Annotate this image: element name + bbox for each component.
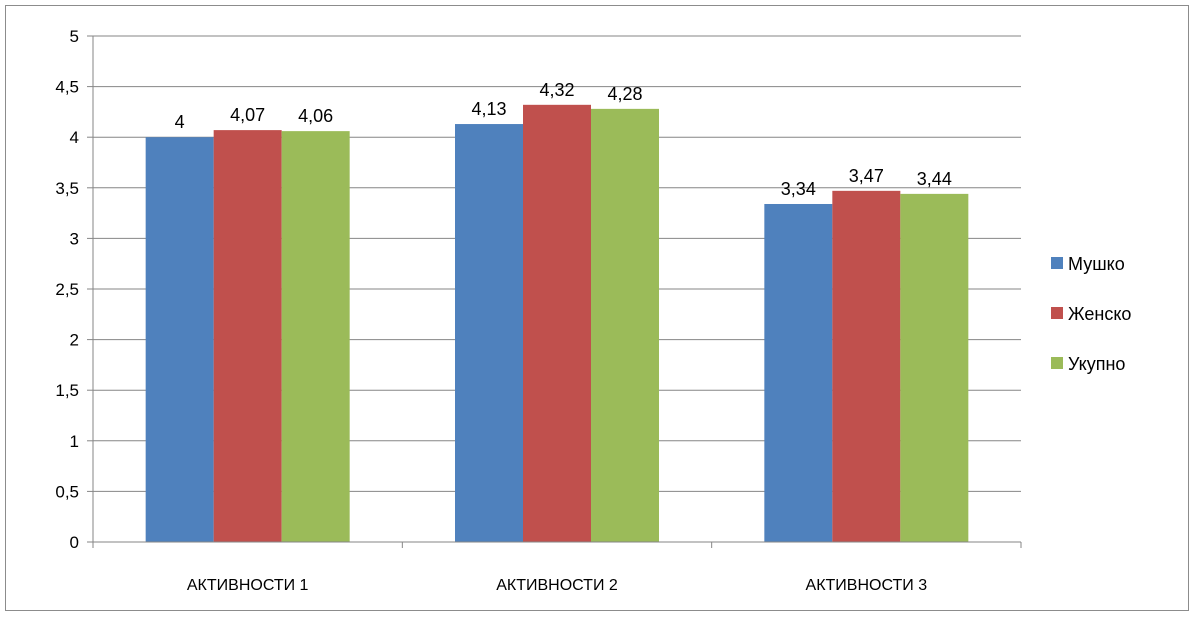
- y-tick-label: 0: [70, 533, 79, 552]
- data-label: 4,28: [607, 84, 642, 104]
- data-label: 4: [175, 112, 185, 132]
- y-tick-label: 4,5: [55, 78, 79, 97]
- category-label: АКТИВНОСТИ 1: [187, 577, 309, 594]
- y-tick-label: 1: [70, 432, 79, 451]
- category-label: АКТИВНОСТИ 2: [496, 577, 618, 594]
- y-tick-label: 2: [70, 331, 79, 350]
- category-labels: АКТИВНОСТИ 1 АКТИВНОСТИ 2 АКТИВНОСТИ 3: [187, 577, 927, 594]
- bar: [764, 203, 833, 542]
- bar-chart: 00,511,522,533,544,55 4 4,07 4,06 4,134,32 4…: [55, 27, 1131, 594]
- legend-label: Укупно: [1068, 354, 1125, 374]
- legend-swatch: [1051, 257, 1063, 269]
- y-tick-label: 0,5: [55, 482, 79, 501]
- y-axis-ticks: 0 0,5 1 1,5 2 2,5 3 3,5 4 4,5 5: [55, 27, 93, 552]
- y-tick-label: 3: [70, 229, 79, 248]
- data-label: 4,07: [230, 105, 265, 125]
- y-tick-label: 3,5: [55, 179, 79, 198]
- data-label: 3,44: [917, 169, 952, 189]
- bar: [145, 137, 214, 542]
- data-label: 3,47: [849, 166, 884, 186]
- data-label: 4,32: [539, 80, 574, 100]
- bar: [455, 124, 523, 542]
- category-label: АКТИВНОСТИ 3: [806, 577, 928, 594]
- data-label: 4,13: [471, 99, 506, 119]
- y-tick-label: 2,5: [55, 280, 79, 299]
- bar: [523, 104, 591, 542]
- bar: [213, 130, 282, 542]
- bar: [900, 193, 969, 542]
- legend: Мушко Женско Укупно: [1051, 254, 1131, 374]
- legend-swatch: [1051, 357, 1063, 369]
- y-tick-label: 1,5: [55, 381, 79, 400]
- x-axis: [92, 36, 1022, 548]
- bar: [281, 131, 350, 542]
- bar: [591, 108, 659, 542]
- data-label: 4,06: [298, 106, 333, 126]
- data-labels: 4 4,07 4,06 4,13 4,32 4,28 3,34 3,47 3,44: [175, 80, 952, 199]
- legend-swatch: [1051, 307, 1063, 319]
- legend-label: Мушко: [1068, 254, 1125, 274]
- y-tick-label: 4: [70, 128, 79, 147]
- bar: [832, 190, 901, 542]
- y-tick-label: 5: [70, 27, 79, 46]
- legend-label: Женско: [1068, 304, 1131, 324]
- data-label: 3,34: [781, 179, 816, 199]
- bars: [145, 104, 969, 542]
- chart-area: 0 0,5 1 1,5 2 2,5 3 3,5 4 4,5 5 4 4,07 4,06 4,13 4,32 4…: [5, 5, 1189, 611]
